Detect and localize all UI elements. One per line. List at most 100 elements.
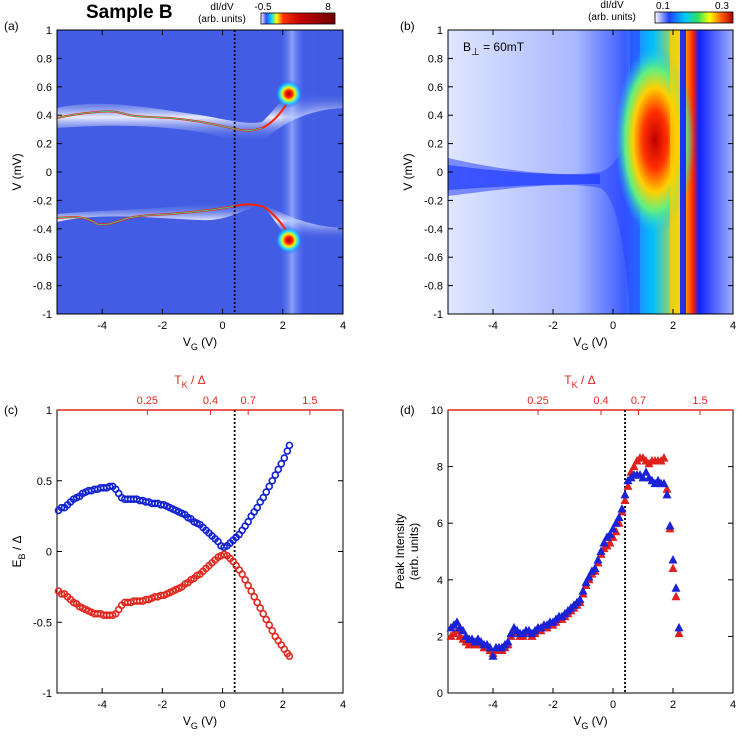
y-tick-label: 0.4 bbox=[428, 110, 443, 122]
data-point-positive bbox=[262, 488, 271, 496]
data-point-positive-peak bbox=[458, 625, 468, 635]
data-point-positive bbox=[280, 454, 289, 462]
y-tick-label: 0 bbox=[437, 688, 443, 700]
resonance-spot-lower bbox=[274, 226, 303, 255]
y-tick-label: -0.8 bbox=[33, 281, 52, 293]
x-tick-label: 2 bbox=[670, 320, 676, 332]
x-tick-label: 4 bbox=[730, 320, 736, 332]
bound-state-line-lower-edge bbox=[57, 205, 236, 225]
data-point-positive bbox=[57, 503, 66, 512]
data-point-positive-peak bbox=[599, 538, 609, 547]
heatmap-a-upper-band bbox=[57, 92, 343, 143]
x-tick-label: 4 bbox=[340, 320, 346, 332]
figure-title: Sample B bbox=[86, 2, 173, 23]
data-point-negative bbox=[244, 581, 252, 590]
heatmap-b-edge-line bbox=[680, 30, 686, 314]
x-tick-label: 0 bbox=[220, 320, 226, 332]
x-tick-label: 2 bbox=[280, 320, 286, 332]
data-point-positive-peak bbox=[596, 546, 606, 555]
x-tick-label: 4 bbox=[340, 699, 346, 711]
data-point-positive-peak bbox=[452, 617, 462, 626]
markers-c bbox=[54, 441, 294, 661]
data-point-negative bbox=[259, 609, 268, 618]
colorbar-b-scale bbox=[654, 11, 734, 24]
data-point-negative-peak bbox=[662, 484, 672, 493]
data-point-positive-peak bbox=[659, 478, 669, 488]
data-point-negative bbox=[265, 621, 274, 629]
colorbar-b-units: (arb. units) bbox=[588, 12, 636, 23]
data-point-positive-peak bbox=[590, 563, 600, 572]
y-tick-label: -0.4 bbox=[424, 224, 443, 236]
y-tick-label: 0.5 bbox=[37, 476, 52, 488]
data-point-negative bbox=[241, 575, 249, 584]
x-axis-label: VG (V) bbox=[183, 335, 217, 352]
y-tick-label: 1 bbox=[46, 25, 52, 37]
colorbar-b: dI/dV (arb. units) 0.1 0.3 bbox=[588, 0, 734, 24]
axes-a: -4 -2 0 2 4 -1 -0.8 -0.6 -0.4 -0.2 0 0.2 0.4 0.6 0.8 1 V… bbox=[10, 25, 346, 352]
data-point-negative bbox=[256, 604, 265, 612]
resonance-spot-upper bbox=[274, 79, 303, 108]
y-tick-label: -0.6 bbox=[424, 252, 443, 264]
data-point-positive-peak bbox=[674, 622, 684, 632]
data-point-positive-peak bbox=[581, 577, 591, 587]
y-tick-label: 2 bbox=[437, 631, 443, 643]
y-tick-label: 0.8 bbox=[37, 53, 52, 65]
data-point-positive-peak bbox=[611, 518, 621, 527]
x-tick-label: 0 bbox=[610, 699, 616, 711]
y-tick-label: -1 bbox=[42, 309, 52, 321]
y-axis-label: V (mV) bbox=[10, 153, 24, 190]
colorbar-a-label: dI/dV bbox=[210, 2, 234, 13]
panel-b-label: (b) bbox=[400, 19, 415, 33]
data-point-negative-peak bbox=[668, 563, 678, 572]
x-tick-label: -2 bbox=[157, 699, 167, 711]
top-axis-tick-label: 1.5 bbox=[692, 395, 707, 407]
heatmap-b bbox=[448, 30, 733, 314]
panel-c-label: (c) bbox=[4, 403, 18, 417]
x-tick-label: -2 bbox=[548, 320, 558, 332]
top-axis-tick-label: 1.5 bbox=[302, 395, 317, 407]
data-point-negative bbox=[250, 592, 258, 601]
x-tick-label: -2 bbox=[157, 320, 167, 332]
heatmap-b-yellow-strip bbox=[670, 30, 680, 314]
colorbar-a-scale bbox=[260, 12, 336, 25]
data-point-positive bbox=[253, 503, 262, 512]
data-point-positive bbox=[265, 482, 274, 491]
axes-b: -4 -2 0 2 4 -1 -0.8 -0.6 -0.4 -0.2 0 0.2 0.4 0.6 0.8 1 V… bbox=[401, 25, 736, 352]
y-tick-label: -1 bbox=[433, 309, 443, 321]
colorbar-b-max: 0.3 bbox=[715, 1, 729, 12]
data-point-positive-peak bbox=[671, 583, 681, 592]
panel-c-top-axis-title: TK / Δ bbox=[174, 373, 205, 390]
data-point-positive-peak bbox=[668, 554, 678, 564]
data-point-negative bbox=[285, 652, 294, 661]
x-tick-label: 2 bbox=[280, 699, 286, 711]
x-tick-label: -4 bbox=[488, 699, 498, 711]
y-tick-label: 6 bbox=[437, 518, 443, 530]
data-point-negative bbox=[262, 615, 271, 624]
data-point-positive-peak bbox=[578, 586, 588, 595]
heatmap-a-gate-column bbox=[280, 30, 320, 314]
data-point-positive bbox=[277, 459, 286, 468]
data-point-negative bbox=[268, 626, 277, 635]
data-point-positive bbox=[259, 493, 268, 502]
y-tick-label: -0.2 bbox=[33, 195, 52, 207]
data-point-positive-peak bbox=[593, 554, 603, 564]
y-axis-label: EB / Δ bbox=[10, 535, 27, 567]
data-point-negative bbox=[247, 587, 255, 595]
heatmap-a bbox=[57, 30, 343, 314]
data-point-negative bbox=[57, 590, 66, 598]
y-tick-label: 0.8 bbox=[428, 53, 443, 65]
x-tick-label: -4 bbox=[97, 320, 107, 332]
colorbar-b-min: 0.1 bbox=[656, 1, 670, 12]
data-point-positive-peak bbox=[638, 472, 648, 482]
y-tick-label: 1 bbox=[437, 25, 443, 37]
data-point-negative-peak bbox=[671, 591, 681, 601]
y-tick-label: 0 bbox=[46, 547, 52, 559]
data-point-positive-peak bbox=[641, 467, 651, 476]
y-axis-label: V (mV) bbox=[401, 153, 415, 190]
y-tick-label: 0.4 bbox=[37, 110, 52, 122]
colorbar-a-max: 8 bbox=[325, 2, 331, 13]
bound-state-line-upper-edge bbox=[57, 111, 263, 131]
y-tick-label: -0.4 bbox=[33, 224, 52, 236]
